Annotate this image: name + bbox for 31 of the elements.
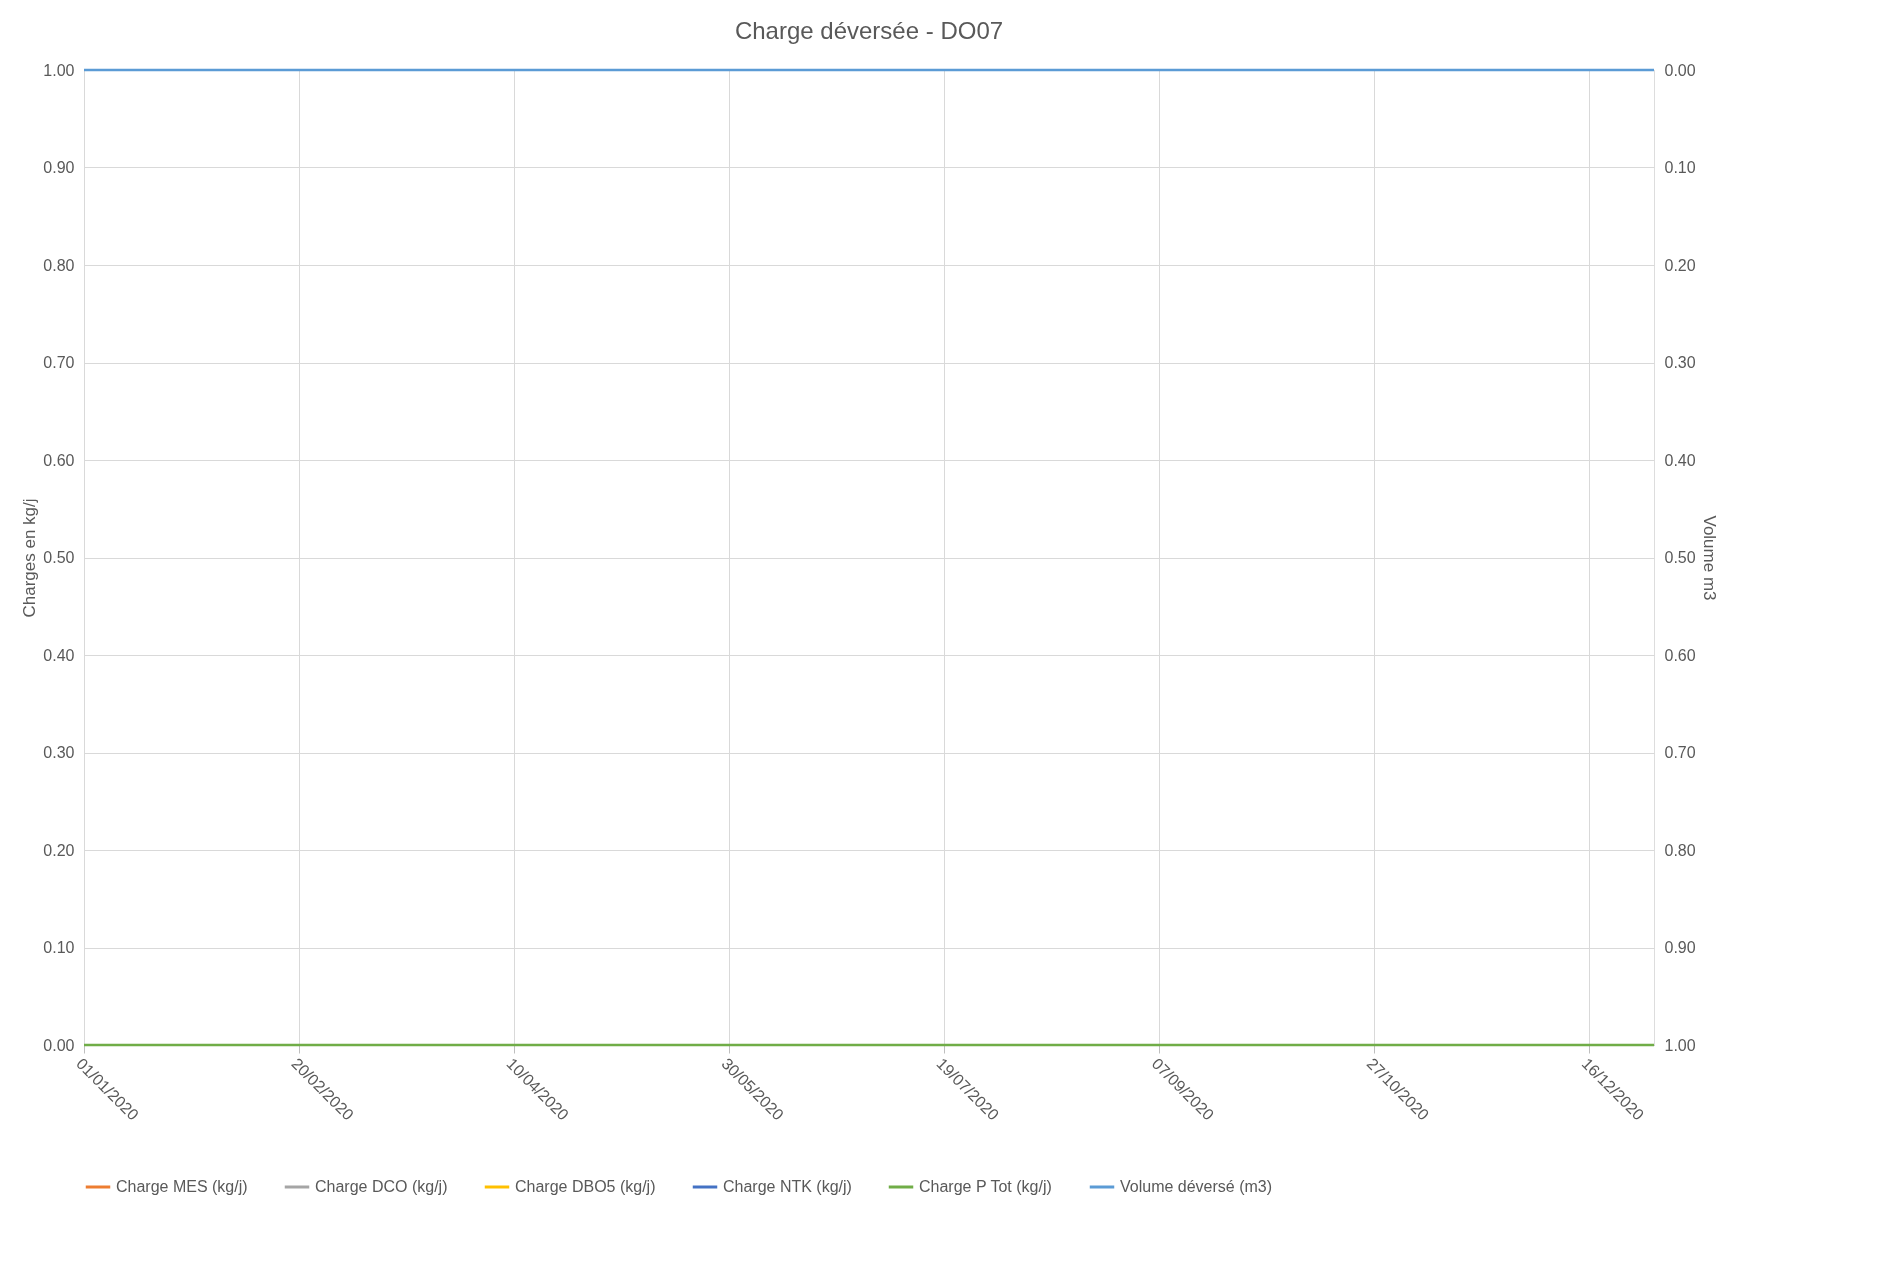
- y2-tick-label: 0.00: [1664, 61, 1696, 79]
- y-tick-label: 0.30: [43, 744, 75, 761]
- y2-tick-label: 0.70: [1664, 744, 1696, 761]
- y-tick-label: 0.70: [43, 354, 75, 371]
- y-tick-label: 0.90: [43, 159, 75, 176]
- y-tick-label: 0.00: [43, 1036, 75, 1054]
- y-tick-label: 1.00: [43, 61, 75, 79]
- y2-tick-label: 0.20: [1664, 256, 1696, 274]
- legend-label: Charge NTK (kg/j): [723, 1178, 852, 1195]
- legend-label: Charge DBO5 (kg/j): [515, 1178, 656, 1195]
- legend-label: Volume déversé (m3): [1120, 1178, 1273, 1195]
- y-tick-label: 0.80: [43, 256, 75, 274]
- y2-tick-label: 1.00: [1664, 1036, 1696, 1054]
- legend-label: Charge MES (kg/j): [116, 1178, 248, 1195]
- legend-label: Charge P Tot (kg/j): [919, 1178, 1052, 1195]
- y-tick-label: 0.10: [43, 939, 75, 956]
- y-axis-title: Charges en kg/j: [20, 498, 40, 618]
- y2-tick-label: 0.30: [1664, 354, 1696, 371]
- y-tick-label: 0.60: [43, 451, 75, 469]
- y2-axis-title: Volume m3: [1699, 515, 1719, 601]
- chart-title: Charge déversée - DO07: [734, 17, 1004, 44]
- legend-label: Charge DCO (kg/j): [315, 1178, 448, 1195]
- y2-tick-label: 0.10: [1664, 159, 1696, 176]
- y-tick-label: 0.20: [43, 841, 75, 859]
- y-tick-label: 0.50: [43, 549, 75, 566]
- y2-tick-label: 0.90: [1664, 939, 1696, 956]
- y2-tick-label: 0.50: [1664, 549, 1696, 566]
- y2-tick-label: 0.60: [1664, 646, 1696, 664]
- y2-tick-label: 0.40: [1664, 451, 1696, 469]
- y-tick-label: 0.40: [43, 646, 75, 664]
- y2-tick-label: 0.80: [1664, 841, 1696, 859]
